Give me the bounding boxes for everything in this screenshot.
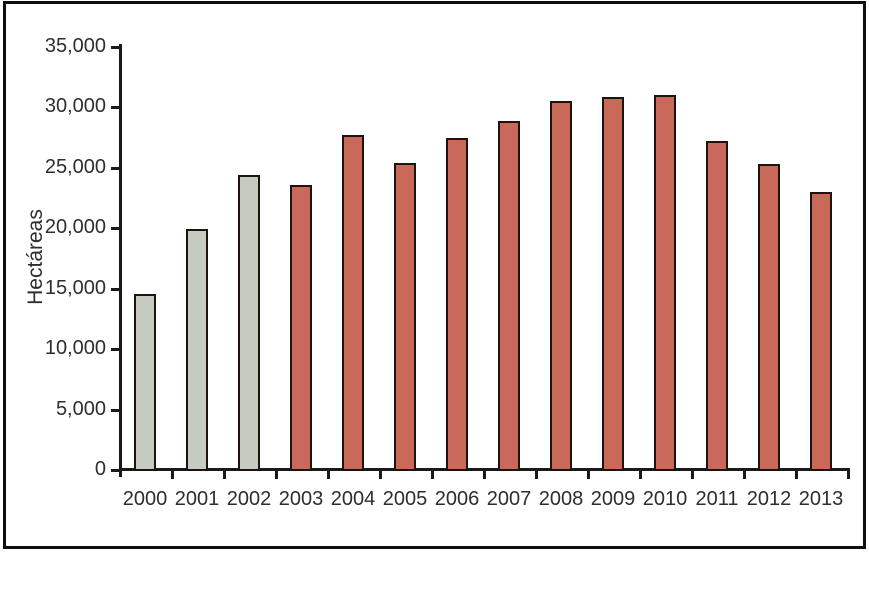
- x-tick-label: 2011: [695, 488, 739, 510]
- chart-frame: Hectáreas 0 5,000 10,000 15,000 20,000 25,000…: [3, 1, 866, 549]
- x-axis-line: [119, 468, 850, 471]
- y-tick-label: 20,000: [44, 216, 106, 238]
- x-tick-label: 2000: [122, 488, 168, 510]
- y-tick-label: 5,000: [55, 398, 106, 420]
- bar-2001: [186, 229, 208, 471]
- bar-2004: [342, 135, 364, 471]
- x-tick-label: 2010: [642, 488, 688, 510]
- bar-2007: [498, 121, 520, 471]
- bar-2000: [134, 294, 156, 471]
- x-tick: [847, 471, 850, 479]
- x-tick-label: 2012: [746, 488, 792, 510]
- x-tick-label: 2013: [798, 488, 844, 510]
- x-tick: [743, 471, 746, 479]
- y-tick: [111, 469, 119, 472]
- y-tick-label: 10,000: [44, 337, 106, 359]
- x-tick-label: 2005: [382, 488, 428, 510]
- y-axis-title: Hectáreas: [24, 209, 47, 305]
- x-tick-label: 2003: [278, 488, 324, 510]
- y-tick-label: 0: [94, 458, 106, 480]
- bar-2011: [706, 141, 728, 471]
- y-tick: [111, 46, 119, 49]
- bar-2012: [758, 164, 780, 471]
- bar-2003: [290, 185, 312, 471]
- x-tick: [795, 471, 798, 479]
- y-tick: [111, 409, 119, 412]
- y-tick: [111, 227, 119, 230]
- y-tick-label: 15,000: [44, 277, 106, 299]
- y-axis-line: [119, 44, 122, 477]
- x-tick-label: 2002: [226, 488, 272, 510]
- y-tick-label: 35,000: [44, 35, 106, 57]
- x-tick: [535, 471, 538, 479]
- bar-2008: [550, 101, 572, 471]
- y-tick: [111, 348, 119, 351]
- bar-2006: [446, 138, 468, 471]
- bar-2002: [238, 175, 260, 471]
- y-tick-label: 25,000: [44, 156, 106, 178]
- x-tick-label: 2009: [590, 488, 636, 510]
- x-tick-label: 2008: [538, 488, 584, 510]
- x-tick-label: 2004: [330, 488, 376, 510]
- x-tick: [639, 471, 642, 479]
- x-tick: [327, 471, 330, 479]
- bar-2009: [602, 97, 624, 471]
- y-tick-label: 30,000: [44, 95, 106, 117]
- x-tick: [431, 471, 434, 479]
- x-tick-label: 2007: [486, 488, 532, 510]
- plot-area: Hectáreas 0 5,000 10,000 15,000 20,000 25,000…: [6, 4, 863, 546]
- bar-2010: [654, 95, 676, 471]
- bar-2005: [394, 163, 416, 471]
- x-tick-label: 2006: [434, 488, 480, 510]
- x-tick: [587, 471, 590, 479]
- x-tick: [379, 471, 382, 479]
- bar-2013: [810, 192, 832, 471]
- y-tick: [111, 288, 119, 291]
- x-tick: [275, 471, 278, 479]
- legend: USA Departamento de Estado Sistema Nacio…: [0, 560, 869, 603]
- x-tick: [691, 471, 694, 479]
- x-tick: [223, 471, 226, 479]
- y-tick: [111, 167, 119, 170]
- x-tick: [483, 471, 486, 479]
- x-tick: [171, 471, 174, 479]
- y-tick: [111, 106, 119, 109]
- x-tick-label: 2001: [174, 488, 220, 510]
